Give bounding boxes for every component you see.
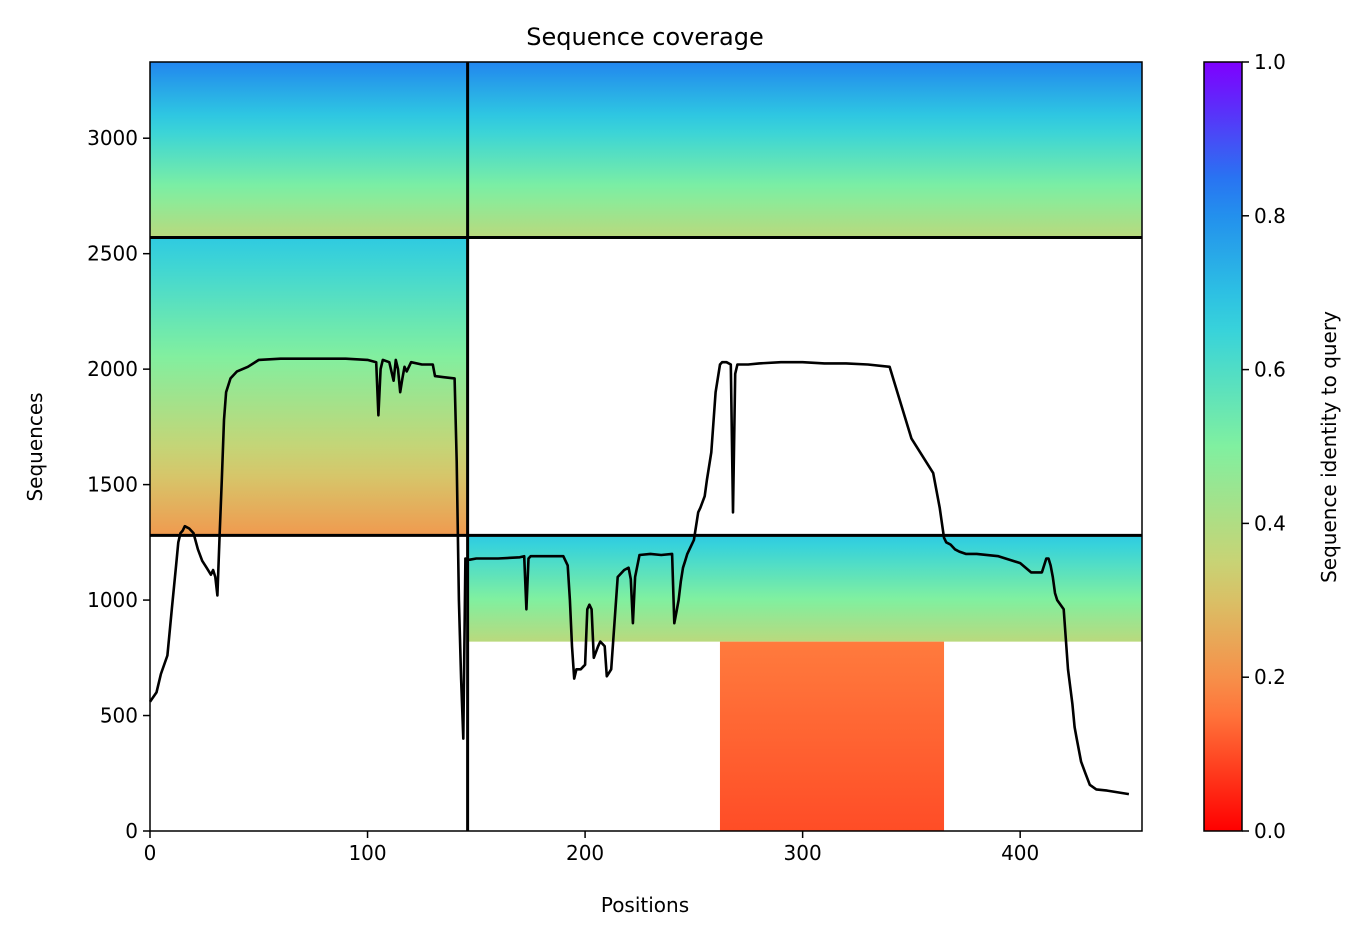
coverage-block-c	[150, 237, 468, 536]
coverage-line-group	[148, 357, 1130, 796]
colorbar-tick-label: 0.0	[1254, 819, 1286, 843]
x-axis-label: Positions	[601, 893, 689, 917]
colorbar-tick-label: 0.2	[1254, 665, 1286, 689]
plot-frame	[149, 61, 1143, 832]
y-tick-label: 3000	[87, 126, 138, 150]
block-boundary-lines	[150, 62, 1142, 831]
colorbar-tick-label: 0.8	[1254, 204, 1286, 228]
x-tick-label: 100	[348, 841, 386, 865]
chart-title: Sequence coverage	[526, 23, 763, 51]
coverage-block-b	[467, 62, 1143, 238]
y-tick-label: 500	[100, 704, 138, 728]
coverage-line	[148, 357, 1130, 796]
x-tick-label: 300	[784, 841, 822, 865]
plot-area	[150, 62, 1143, 831]
coverage-block-d	[467, 535, 1143, 642]
x-tick-label: 0	[144, 841, 157, 865]
colorbar-tick-label: 0.4	[1254, 511, 1286, 535]
colorbar-tick-label: 1.0	[1254, 50, 1286, 74]
colorbar-gradient	[1203, 61, 1243, 832]
y-axis-label: Sequences	[23, 392, 47, 501]
x-axis: 0 100 200 300 400	[144, 831, 1039, 865]
colorbar-tick-label: 0.6	[1254, 358, 1286, 382]
y-tick-label: 1000	[87, 588, 138, 612]
colorbar-label: Sequence identity to query	[1317, 311, 1341, 583]
y-tick-label: 1500	[87, 473, 138, 497]
y-axis: 0 500 1000 1500 2000 2500 3000	[87, 126, 150, 843]
colorbar: 0.0 0.2 0.4 0.6 0.8 1.0	[1203, 50, 1286, 843]
coverage-block-e	[719, 641, 945, 831]
y-tick-label: 2500	[87, 242, 138, 266]
x-tick-label: 200	[566, 841, 604, 865]
x-tick-label: 400	[1001, 841, 1039, 865]
coverage-block-a	[150, 62, 468, 238]
y-tick-label: 2000	[87, 357, 138, 381]
y-tick-label: 0	[125, 819, 138, 843]
